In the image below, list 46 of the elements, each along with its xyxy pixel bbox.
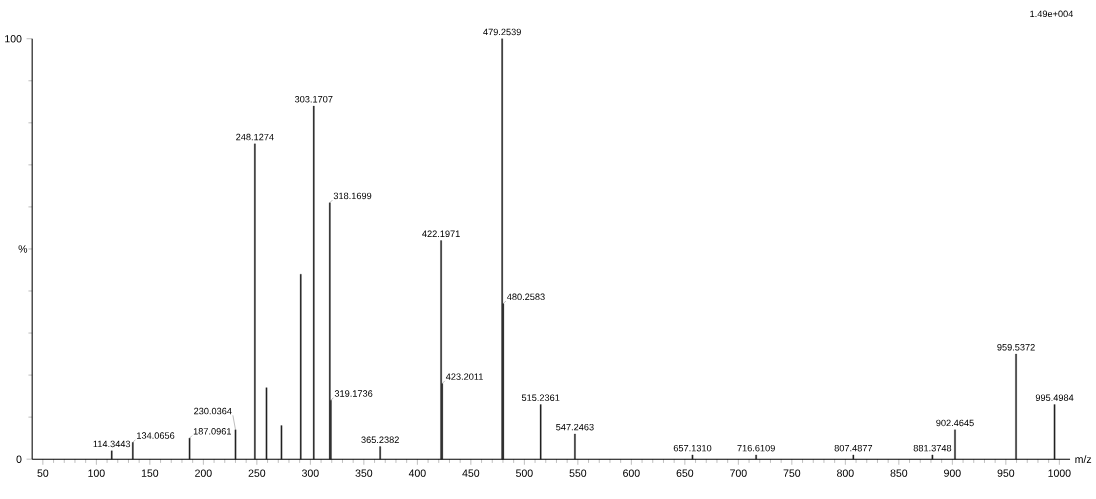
annotation: 422.1971 [422,230,460,238]
x-tick-label: 100 [88,469,105,478]
annotation: 657.1310 [673,445,712,452]
x-tick-label: 500 [516,469,533,478]
annotation: 365.2382 [361,436,399,444]
annotation: 423.2011 [445,373,483,381]
annotation: 716.6109 [737,445,775,452]
annotation: 303.1707 [294,96,333,103]
annotation: 807.4877 [834,445,873,452]
annotation: 248.1274 [236,134,274,141]
x-tick-label: 600 [623,469,640,478]
x-tick-label: 1000 [1048,469,1071,478]
x-tick-label: 200 [195,469,212,478]
x-tick-label: 950 [997,469,1015,478]
annotation: 547.2463 [556,424,594,431]
annotation: 959.5372 [997,344,1035,351]
annotation: 480.2583 [506,293,545,301]
x-tick-label: 300 [301,469,319,478]
x-tick-label: 850 [890,469,908,478]
y-tick-label: 0 [16,455,22,464]
annotation: 319.1736 [334,390,373,397]
y-axis-title: % [18,245,28,253]
annotation: 995.4984 [1035,394,1074,402]
annotation: 479.2539 [483,28,521,36]
x-axis-title: m/z [1075,455,1092,464]
text: 1.49e+004 [1030,10,1074,18]
x-tick-label: 450 [462,469,480,478]
annotation: 318.1699 [333,192,372,200]
x-tick-label: 800 [837,469,854,478]
x-tick-label: 250 [248,469,266,478]
x-tick-label: 900 [944,469,961,478]
x-tick-label: 700 [730,469,747,478]
x-tick-label: 550 [569,469,587,478]
annotation: 515.2361 [521,394,560,402]
annotation: 230.0364 [194,408,232,415]
x-tick-label: 750 [783,469,801,478]
x-tick-label: 650 [676,469,694,478]
x-tick-label: 150 [141,469,159,478]
annotation: 881.3748 [913,445,952,452]
annotation: 187.0961 [193,428,231,435]
x-tick-label: 50 [37,469,49,478]
x-tick-label: 350 [355,469,373,478]
annotation: 902.4645 [936,419,974,427]
x-tick-label: 400 [408,469,426,478]
annotation: 114.3443 [93,440,131,448]
annotation: 134.0656 [137,432,175,439]
